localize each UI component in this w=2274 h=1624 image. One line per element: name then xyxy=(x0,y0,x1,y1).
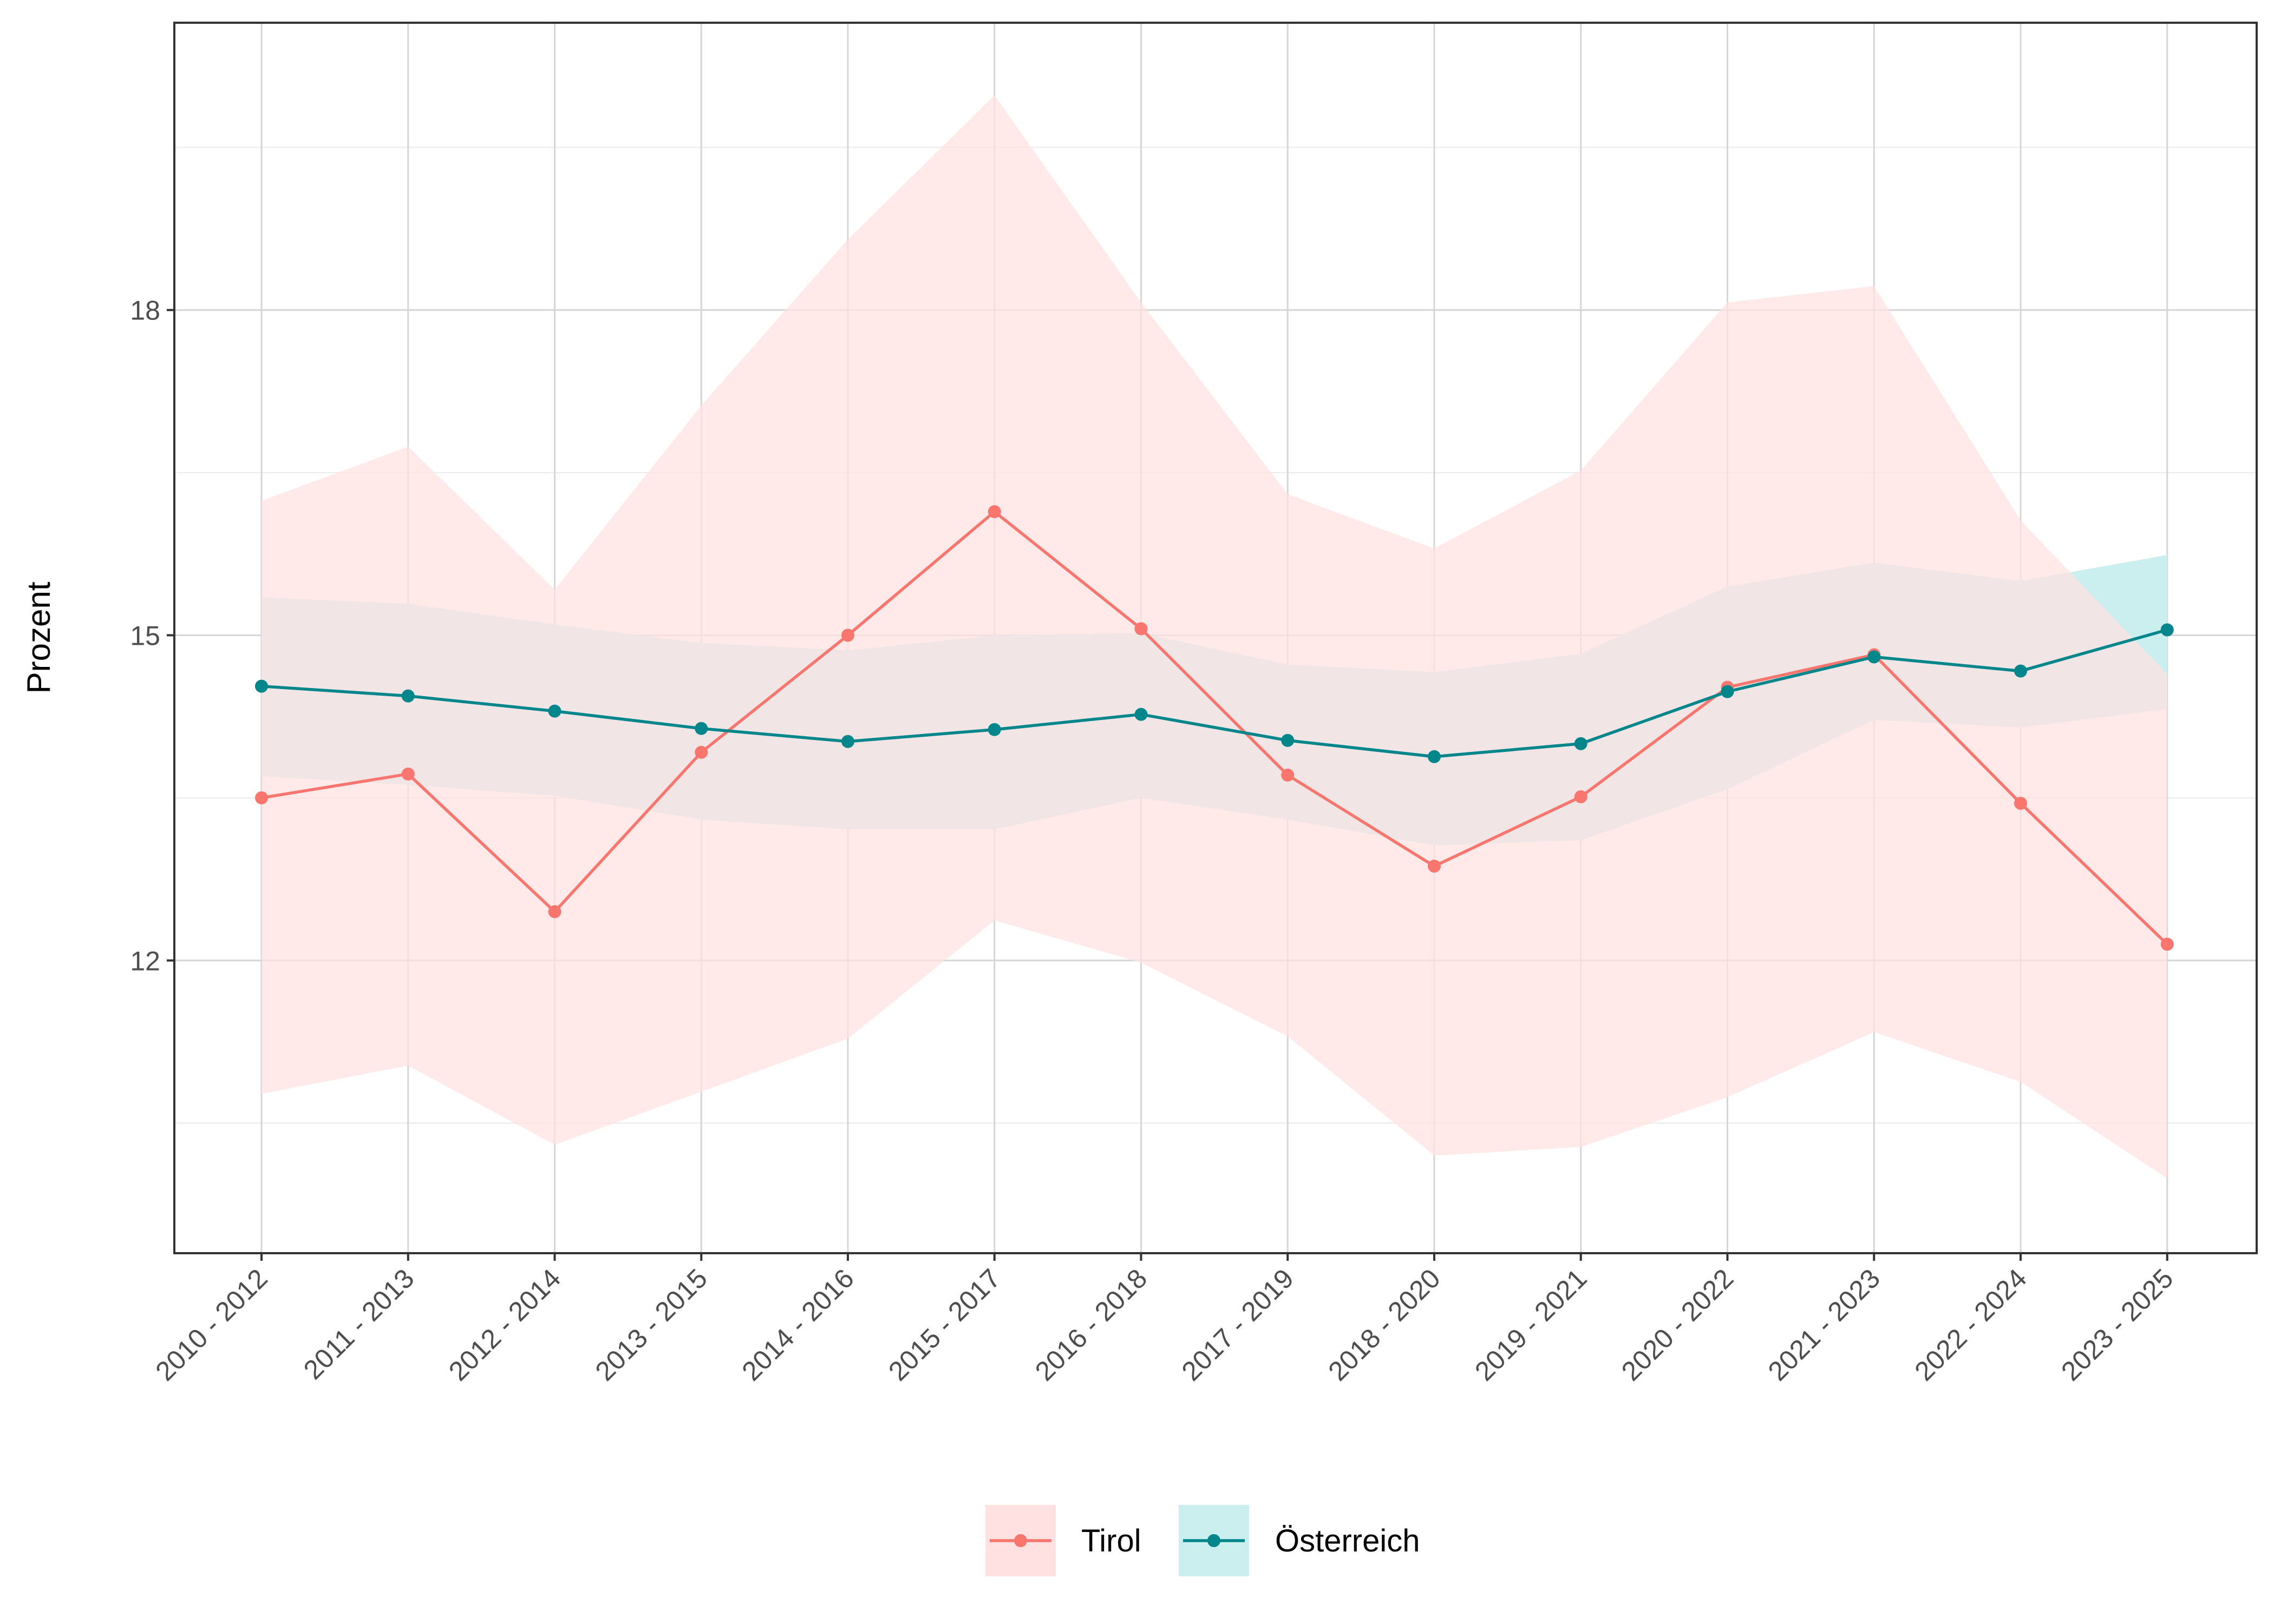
data-point-sterreich xyxy=(841,735,854,748)
data-point-tirol xyxy=(255,791,268,804)
x-tick-label: 2015 - 2017 xyxy=(883,1263,1006,1386)
series-line-sterreich xyxy=(261,628,2168,758)
series-line-tirol xyxy=(261,510,2168,946)
x-tick-label: 2021 - 2023 xyxy=(1762,1263,1886,1386)
data-point-tirol xyxy=(2160,938,2174,951)
legend-label-sterreich: Österreich xyxy=(1275,1523,1420,1558)
data-point-tirol xyxy=(401,767,415,781)
x-tick-label: 2011 - 2013 xyxy=(298,1263,420,1385)
x-tick-label: 2016 - 2018 xyxy=(1029,1263,1153,1386)
y-axis-title: Prozent xyxy=(21,581,57,693)
y-tick-label: 18 xyxy=(130,296,160,326)
y-axis-ticks: 12 15 18 xyxy=(130,296,174,976)
data-point-tirol xyxy=(1428,860,1441,873)
data-point-sterreich xyxy=(1281,734,1295,747)
data-point-sterreich xyxy=(1867,650,1881,664)
y-tick-label: 12 xyxy=(130,946,160,976)
data-point-sterreich xyxy=(2160,623,2174,637)
data-point-tirol xyxy=(548,905,561,919)
data-point-sterreich xyxy=(988,723,1001,736)
data-point-sterreich xyxy=(1721,685,1734,698)
x-tick-label: 2020 - 2022 xyxy=(1616,1263,1739,1386)
data-point-tirol xyxy=(695,745,708,759)
x-tick-label: 2019 - 2021 xyxy=(1469,1263,1592,1386)
x-tick-label: 2022 - 2024 xyxy=(1909,1263,2032,1386)
data-point-tirol xyxy=(2014,796,2027,810)
data-point-sterreich xyxy=(255,679,268,693)
legend: Tirol Österreich xyxy=(985,1505,1420,1576)
x-tick-label: 2012 - 2014 xyxy=(443,1263,566,1386)
y-tick-label: 15 xyxy=(130,620,160,651)
legend-point-tirol xyxy=(1014,1534,1027,1547)
data-point-sterreich xyxy=(1574,737,1587,750)
data-point-tirol xyxy=(1574,790,1587,803)
data-point-sterreich xyxy=(1134,708,1148,721)
data-point-tirol xyxy=(988,505,1001,519)
series-lines xyxy=(261,510,2168,946)
data-point-sterreich xyxy=(2014,664,2027,678)
x-tick-label: 2010 - 2012 xyxy=(149,1263,273,1386)
legend-point-sterreich xyxy=(1207,1534,1220,1547)
x-tick-label: 2013 - 2015 xyxy=(590,1263,713,1386)
data-point-sterreich xyxy=(1428,750,1441,763)
data-point-tirol xyxy=(1134,622,1148,636)
data-point-sterreich xyxy=(695,722,708,735)
x-tick-label: 2023 - 2025 xyxy=(2055,1263,2179,1386)
plot-border xyxy=(173,22,2258,1254)
legend-label-tirol: Tirol xyxy=(1081,1523,1141,1558)
data-point-sterreich xyxy=(401,689,415,703)
x-tick-label: 2018 - 2020 xyxy=(1322,1263,1446,1386)
series-points xyxy=(255,505,2174,951)
data-point-tirol xyxy=(841,628,854,642)
data-point-sterreich xyxy=(548,704,561,718)
confidence-band-tirol xyxy=(262,95,2167,1178)
x-axis-ticks: 2010 - 2012 2011 - 2013 2012 - 2014 2013 - … xyxy=(149,1253,2179,1387)
x-tick-label: 2014 - 2016 xyxy=(736,1263,859,1386)
data-point-tirol xyxy=(1281,768,1295,782)
x-tick-label: 2017 - 2019 xyxy=(1176,1263,1299,1386)
